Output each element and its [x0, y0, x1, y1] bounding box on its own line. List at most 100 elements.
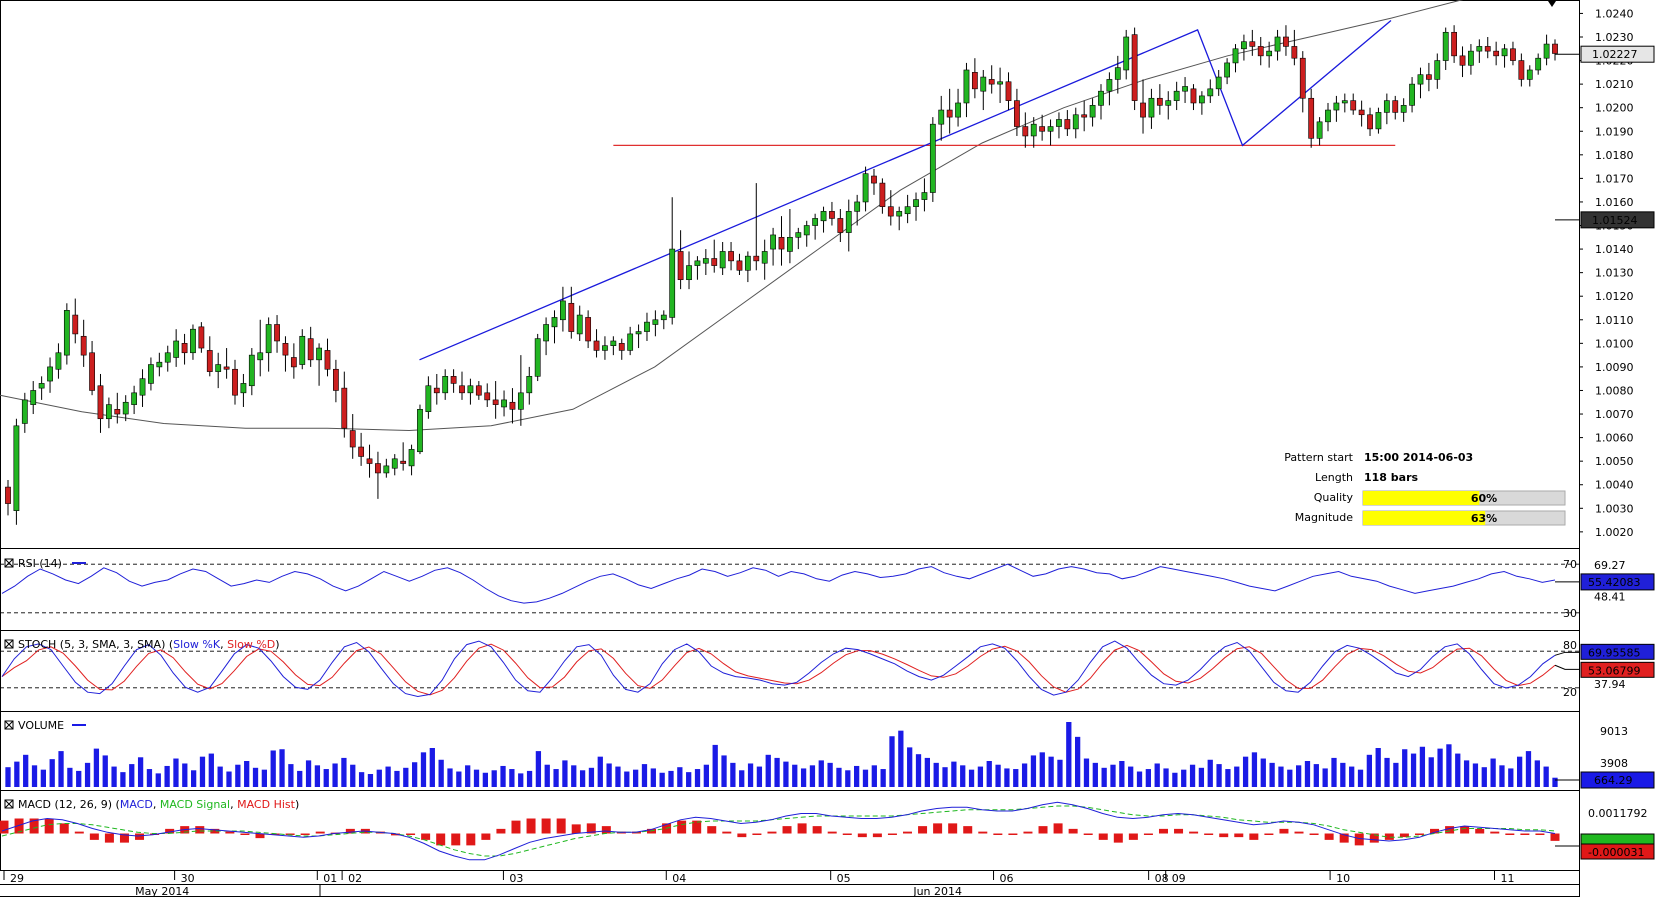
macd-hist-bar	[526, 818, 536, 834]
volume-bar	[1128, 766, 1134, 787]
candle	[551, 310, 558, 344]
candle-body-bull	[1047, 126, 1054, 132]
candle-body-bull	[1207, 88, 1214, 97]
x-axis: 29 30 01 02 03 04 05 06 08 09 10 11 May 2014 Jun 2014	[0, 870, 1579, 897]
volume-bar	[84, 762, 91, 787]
candle	[980, 69, 987, 111]
candle	[1459, 46, 1466, 78]
candle	[1299, 51, 1306, 113]
candle-body-bull	[795, 232, 802, 238]
volume-bar	[270, 750, 276, 787]
candle	[610, 336, 617, 356]
day-label: 09	[1172, 872, 1186, 885]
candle	[871, 168, 877, 195]
volume-bar	[1340, 762, 1346, 787]
candle	[921, 178, 928, 212]
volume-collapse-icon[interactable]	[4, 720, 14, 730]
volume-bar	[244, 761, 250, 787]
candle	[459, 371, 465, 400]
day-label: 06	[1000, 872, 1014, 885]
volume-bar	[1525, 751, 1532, 787]
candle-body-bull	[316, 347, 322, 361]
volume-panel: 9013 3908 664.29	[5, 722, 1655, 789]
volume-bar	[1552, 777, 1558, 787]
candle	[534, 333, 541, 382]
pattern-quality-label: Quality	[1314, 491, 1354, 504]
candle	[560, 286, 566, 332]
volume-bar	[1349, 766, 1355, 787]
volume-bar	[1057, 759, 1063, 787]
candle	[223, 348, 230, 379]
candle	[282, 336, 289, 372]
candle-body-bear	[1190, 88, 1197, 104]
volume-tick-label: 9013	[1600, 725, 1628, 738]
candle-body-bear	[677, 251, 684, 281]
candle-body-bear	[114, 409, 121, 415]
candle-body-bear	[618, 343, 625, 351]
macd-hist-bar	[44, 818, 54, 834]
candle	[1207, 79, 1214, 103]
macd-hist-bar	[1128, 833, 1138, 840]
candle-body-bull	[417, 409, 423, 453]
candle-body-bear	[1257, 46, 1264, 57]
macd-hist-bar	[1189, 831, 1199, 834]
candle	[173, 329, 180, 367]
volume-bar	[907, 747, 913, 787]
volume-bar	[862, 769, 869, 787]
candle-body-bear	[971, 72, 978, 90]
candle-body-bear	[206, 350, 213, 372]
candle	[585, 310, 592, 349]
candle	[1442, 27, 1449, 70]
candle-body-bear	[1459, 55, 1466, 66]
candle	[1257, 36, 1264, 66]
candle	[812, 213, 819, 240]
candle	[475, 381, 482, 400]
candle	[929, 117, 936, 202]
rsi-collapse-icon[interactable]	[4, 558, 14, 568]
candle-body-bear	[1291, 46, 1298, 59]
candle	[946, 88, 953, 134]
candle-body-bull	[425, 385, 432, 412]
macd-hist-bar	[74, 831, 84, 834]
candle-body-bear	[80, 335, 87, 356]
macd-hist-bar	[1430, 828, 1440, 834]
volume-bar	[1499, 765, 1505, 787]
candle-body-bear	[887, 206, 894, 217]
candle-body-bull	[1400, 105, 1407, 113]
volume-bar	[420, 752, 427, 787]
candle	[803, 220, 810, 247]
candle	[1190, 84, 1197, 111]
macd-hist-bar	[1445, 826, 1455, 834]
candle-body-bear	[585, 317, 592, 342]
volume-bar	[1207, 759, 1213, 787]
candle-body-bull	[627, 333, 634, 351]
candle-body-bear	[1014, 100, 1020, 127]
macd-title-group: MACD (12, 26, 9) (MACD, MACD Signal, MAC…	[4, 798, 299, 811]
candle-body-bull	[1030, 123, 1037, 137]
macd-collapse-icon[interactable]	[4, 799, 14, 809]
ma-value-label: 1.01524	[1592, 214, 1638, 227]
volume-bar	[438, 759, 444, 787]
candle	[1325, 102, 1331, 132]
day-label: 03	[509, 872, 523, 885]
candle-body-bull	[55, 352, 62, 370]
day-label: 08	[1155, 872, 1169, 885]
candle-body-bull	[1198, 95, 1205, 104]
macd-last-label: -0.000031	[1588, 846, 1644, 859]
volume-bar	[1375, 748, 1381, 787]
stoch-collapse-icon[interactable]	[4, 639, 14, 649]
volume-tick-label: 3908	[1600, 757, 1628, 770]
candle-body-bull	[30, 390, 37, 405]
stoch-collapse-cross	[4, 639, 14, 649]
candle	[517, 355, 524, 426]
price-tick-label: 1.0090	[1595, 361, 1634, 374]
candle	[862, 166, 869, 212]
volume-bar	[712, 744, 718, 787]
candle-body-bear	[375, 463, 381, 474]
price-tick-label: 1.0240	[1595, 7, 1634, 20]
candle	[139, 369, 146, 407]
candle-body-bull	[1215, 76, 1222, 90]
price-tick-label: 1.0230	[1595, 31, 1634, 44]
candle	[5, 480, 11, 516]
volume-bar	[597, 756, 603, 787]
